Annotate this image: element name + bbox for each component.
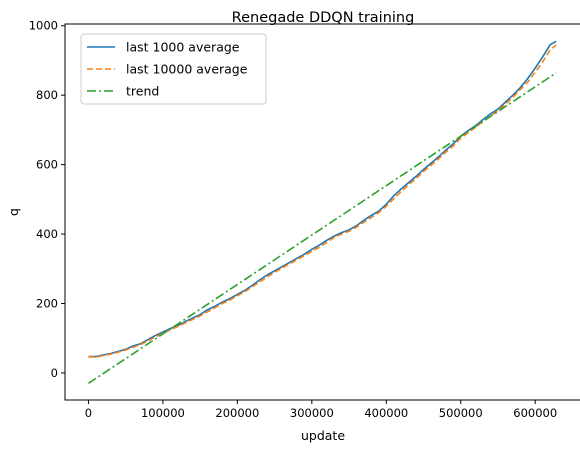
y-tick-label: 1000 bbox=[29, 19, 58, 33]
y-axis-label: q bbox=[6, 208, 21, 216]
x-tick-label: 100000 bbox=[141, 406, 185, 420]
y-tick-label: 200 bbox=[36, 296, 58, 310]
x-tick-label: 0 bbox=[85, 406, 92, 420]
x-tick-label: 600000 bbox=[513, 406, 557, 420]
x-tick-label: 200000 bbox=[215, 406, 259, 420]
legend-label: last 10000 average bbox=[126, 62, 248, 77]
series-line-1 bbox=[88, 40, 557, 358]
y-tick-label: 600 bbox=[36, 158, 58, 172]
plot-frame bbox=[64, 23, 580, 401]
series-line-3 bbox=[88, 72, 557, 385]
x-axis: 0 100000 200000 300000 400000 500000 600000 bbox=[85, 400, 557, 420]
chart-title: Renegade DDQN training bbox=[232, 10, 415, 26]
legend-box bbox=[80, 33, 267, 105]
legend: last 1000 average last 10000 average trend bbox=[80, 33, 267, 105]
y-tick-label: 400 bbox=[36, 227, 58, 241]
legend-label: last 1000 average bbox=[126, 40, 240, 55]
plot-series bbox=[88, 40, 557, 385]
y-axis: 0 200 400 600 800 1000 bbox=[29, 19, 65, 380]
x-tick-label: 400000 bbox=[364, 406, 408, 420]
legend-label: trend bbox=[126, 84, 159, 99]
y-tick-label: 0 bbox=[51, 366, 58, 380]
x-tick-label: 300000 bbox=[290, 406, 334, 420]
x-axis-label: update bbox=[301, 428, 345, 443]
x-tick-label: 500000 bbox=[439, 406, 483, 420]
y-tick-label: 800 bbox=[36, 88, 58, 102]
